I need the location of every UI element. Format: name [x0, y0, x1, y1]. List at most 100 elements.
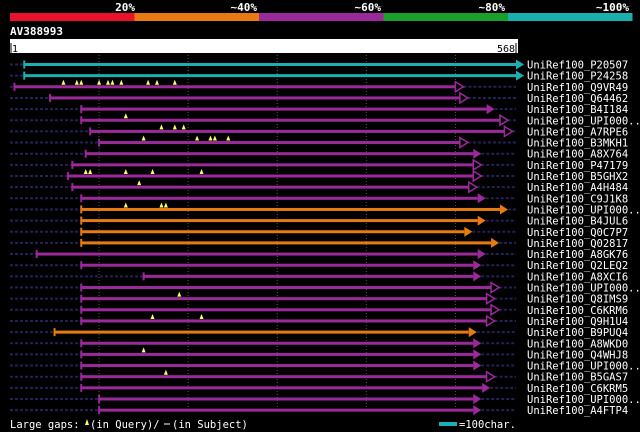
hit-bar[interactable]: [81, 341, 474, 345]
hit-label[interactable]: UniRef100_C6KRM6: [527, 305, 628, 317]
gap-marker: [79, 79, 84, 85]
hit-label[interactable]: UniRef100_B4I184: [527, 104, 628, 116]
hit-label[interactable]: UniRef100_UPI000..: [527, 361, 640, 373]
hit-bar[interactable]: [67, 174, 474, 178]
hit-bar[interactable]: [81, 386, 483, 390]
hit-row[interactable]: UniRef100_B4JUL6: [10, 215, 628, 228]
hit-bar[interactable]: [81, 286, 492, 289]
hit-bar[interactable]: [81, 196, 478, 200]
hit-label[interactable]: UniRef100_Q9H1U4: [527, 316, 628, 328]
hit-row[interactable]: UniRef100_A4FTP4: [10, 405, 628, 417]
hit-label[interactable]: UniRef100_A8XCI6: [527, 271, 628, 283]
hit-bar[interactable]: [81, 107, 487, 111]
hit-bar[interactable]: [81, 241, 492, 245]
hit-bar[interactable]: [50, 96, 460, 100]
hit-row[interactable]: UniRef100_Q9H1U4: [10, 313, 628, 328]
hit-row[interactable]: UniRef100_B3MKH1: [10, 135, 628, 150]
hit-label[interactable]: UniRef100_B9PUQ4: [527, 327, 628, 339]
hit-label[interactable]: UniRef100_A8X764: [527, 149, 628, 161]
hit-bar[interactable]: [72, 185, 469, 189]
hit-arrow: [473, 260, 482, 271]
hit-row[interactable]: UniRef100_A8WKD0: [10, 338, 628, 350]
hit-label[interactable]: UniRef100_Q02817: [527, 238, 628, 250]
hit-label[interactable]: UniRef100_UPI000..: [527, 283, 640, 295]
hit-bar[interactable]: [81, 352, 474, 356]
gap-marker: [195, 135, 200, 141]
hit-label[interactable]: UniRef100_P47179: [527, 160, 628, 172]
hit-label[interactable]: UniRef100_C6KRM5: [527, 383, 628, 395]
hit-label[interactable]: UniRef100_A7RPE6: [527, 126, 628, 138]
hit-row[interactable]: UniRef100_UPI000..: [10, 360, 640, 373]
hit-bar[interactable]: [81, 297, 487, 301]
hit-bar[interactable]: [24, 74, 517, 78]
hit-bar[interactable]: [99, 397, 474, 401]
hit-row[interactable]: UniRef100_B5GAS7: [10, 369, 628, 384]
hit-bar[interactable]: [36, 252, 478, 256]
hit-bar[interactable]: [14, 85, 456, 89]
hit-row[interactable]: UniRef100_B5GHX2: [10, 169, 628, 183]
hit-label[interactable]: UniRef100_A8WKD0: [527, 338, 628, 350]
hit-bar[interactable]: [85, 152, 474, 156]
hit-label[interactable]: UniRef100_P20507: [527, 60, 628, 72]
hit-bar[interactable]: [81, 308, 492, 312]
hit-label[interactable]: UniRef100_Q64462: [527, 93, 628, 105]
hit-row[interactable]: UniRef100_B4I184: [10, 104, 628, 116]
hit-bar[interactable]: [81, 263, 474, 267]
hit-bar[interactable]: [81, 118, 500, 122]
hit-label[interactable]: UniRef100_Q2LEQ2: [527, 260, 628, 272]
hit-label[interactable]: UniRef100_Q4WHJ8: [527, 349, 628, 361]
hit-row[interactable]: UniRef100_UPI000..: [10, 394, 640, 406]
hit-row[interactable]: UniRef100_C6KRM5: [10, 382, 628, 395]
hit-row[interactable]: UniRef100_P20507: [10, 59, 628, 72]
hit-label[interactable]: UniRef100_B4JUL6: [527, 216, 628, 228]
hit-row[interactable]: UniRef100_Q02817: [10, 237, 628, 250]
hit-bar[interactable]: [24, 63, 517, 66]
hit-bar[interactable]: [99, 408, 474, 412]
hit-label[interactable]: UniRef100_UPI000..: [527, 115, 640, 127]
hit-row[interactable]: UniRef100_P47179: [10, 158, 628, 172]
hit-row[interactable]: UniRef100_A8X764: [10, 148, 628, 161]
hit-label[interactable]: UniRef100_Q0C7P7: [527, 227, 628, 239]
hit-bar[interactable]: [81, 207, 500, 211]
hit-bar[interactable]: [81, 230, 465, 234]
hit-label[interactable]: UniRef100_B5GAS7: [527, 372, 628, 384]
hit-row[interactable]: UniRef100_Q2LEQ2: [10, 260, 628, 272]
hit-bar[interactable]: [81, 219, 478, 223]
hit-row[interactable]: UniRef100_Q64462: [10, 91, 628, 105]
hit-row[interactable]: UniRef100_Q8IMS9: [10, 291, 628, 306]
hit-bar[interactable]: [72, 163, 474, 167]
hit-label[interactable]: UniRef100_A8GK76: [527, 249, 628, 261]
hit-row[interactable]: UniRef100_A4H484: [10, 180, 628, 194]
hit-label[interactable]: UniRef100_P24258: [527, 71, 628, 83]
hit-bar[interactable]: [81, 364, 474, 368]
hit-label[interactable]: UniRef100_B5GHX2: [527, 171, 628, 183]
hit-label[interactable]: UniRef100_Q8IMS9: [527, 294, 628, 306]
hit-label[interactable]: UniRef100_UPI000..: [527, 204, 640, 216]
hit-row[interactable]: UniRef100_P24258: [10, 70, 628, 83]
hit-row[interactable]: UniRef100_Q4WHJ8: [10, 347, 628, 361]
hit-label[interactable]: UniRef100_A4FTP4: [527, 405, 628, 417]
hit-label[interactable]: UniRef100_A4H484: [527, 182, 628, 194]
hit-row[interactable]: UniRef100_C9J1K8: [10, 193, 628, 205]
hit-bar[interactable]: [81, 319, 487, 323]
hit-label[interactable]: UniRef100_B3MKH1: [527, 138, 628, 150]
hit-bar[interactable]: [99, 141, 460, 145]
hit-row[interactable]: UniRef100_C6KRM6: [10, 303, 628, 317]
hit-row[interactable]: UniRef100_A8GK76: [10, 249, 628, 261]
hit-bar[interactable]: [54, 330, 469, 334]
hit-row[interactable]: UniRef100_A7RPE6: [10, 124, 628, 138]
hit-row[interactable]: UniRef100_Q0C7P7: [10, 226, 628, 239]
hit-label[interactable]: UniRef100_UPI000..: [527, 394, 640, 406]
hit-row[interactable]: UniRef100_Q9VR49: [10, 79, 628, 94]
hit-row[interactable]: UniRef100_UPI000..: [10, 281, 640, 295]
hit-bar[interactable]: [81, 375, 487, 379]
hit-row[interactable]: UniRef100_A8XCI6: [10, 271, 628, 283]
hit-row[interactable]: UniRef100_UPI000..: [10, 202, 640, 216]
hit-row[interactable]: UniRef100_UPI000..: [10, 113, 640, 127]
hit-bar[interactable]: [90, 129, 505, 133]
hit-label[interactable]: UniRef100_Q9VR49: [527, 82, 628, 94]
hit-row[interactable]: UniRef100_B9PUQ4: [10, 327, 628, 339]
hit-label[interactable]: UniRef100_C9J1K8: [527, 193, 628, 205]
hit-bar[interactable]: [143, 274, 474, 278]
